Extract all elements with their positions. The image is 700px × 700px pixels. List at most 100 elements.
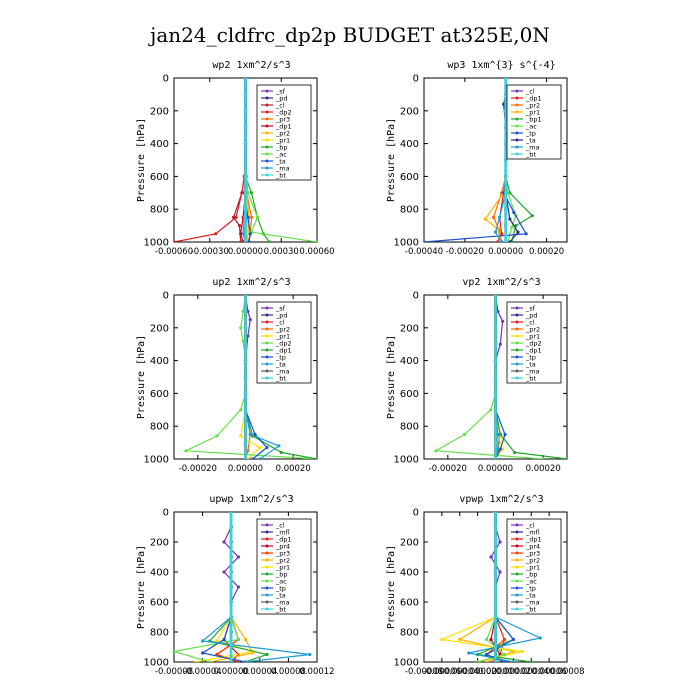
chart-panel-4: upwp 1xm^2/s^3 Pressure [hPa] 0 200 400 600 80… [136,494,335,677]
series-point-tp [424,240,426,242]
series-point-pr1 [246,457,250,459]
legend-entry: _pr3 [275,550,290,558]
legend-marker [515,124,519,128]
legend-entry: _cl [275,102,285,110]
series-point-bt [504,78,508,80]
x-tick-label: 0.00000 [228,464,263,474]
x-tick-label: 0.00004 [514,667,549,677]
panel-title: wp3 1xm^{3} s^{-4} [447,60,555,71]
legend-marker [265,530,269,534]
series-point-ta [508,217,512,221]
x-tick-label: -0.00008 [155,667,193,677]
legend-entry: _tp [525,130,536,138]
series-point-cl [237,224,242,228]
series-point-bt [493,342,498,346]
legend-marker [265,306,269,310]
legend-entry: _pr2 [275,557,290,565]
series-point-bt [504,125,508,129]
series-point-pr2 [246,449,250,453]
series-point-pr4 [489,637,493,642]
panel-title: wp2 1xm^2/s^3 [212,60,290,71]
series-point-ac [476,660,480,662]
series-point-ta [516,230,520,234]
legend-marker [265,593,269,597]
legend-entry: _pr2 [275,326,290,334]
series-point-ac [236,637,240,642]
series-point-bt [504,191,508,195]
legend-marker [265,558,269,562]
legend-entry: _cl [275,319,285,327]
y-tick-label: 400 [400,356,419,367]
x-tick-label: 0.00000 [228,247,263,257]
series-point-tp [251,457,255,459]
legend-marker [265,131,269,135]
legend-marker [515,537,519,541]
x-tick-label: -0.00020 [429,464,467,474]
series-point-ta [247,240,251,242]
series-point-pr3 [249,215,254,219]
legend-marker [265,341,269,345]
series-point-bt [243,391,248,395]
series-point-cl [498,540,502,544]
y-axis-label: Pressure [hPa] [136,118,147,202]
series-point-bt [243,309,248,313]
legend-entry: _bt [525,606,536,614]
legend-entry: _pr1 [275,137,290,145]
legend-entry: _dp1 [525,95,542,103]
series-point-bt [229,630,233,634]
y-tick-label: 0 [163,291,169,302]
series-point-bt [493,540,498,544]
legend-marker [265,572,269,576]
legend-entry: _cl [525,88,535,96]
legend-marker [515,607,519,611]
legend-entry: _ta [275,592,286,600]
legend-marker [515,355,519,359]
series-point-bt [243,142,248,146]
series-group [174,78,317,242]
series-point-dp2 [541,457,545,459]
y-tick-label: 400 [400,139,419,150]
chart-panel-3: vp2 1xm^2/s^3 Pressure [hPa] 0 200 400 600 800… [386,277,568,474]
chart-panel-5: vpwp 1xm^2/s^3 Pressure [hPa] 0 200 400 600 80… [386,494,585,677]
legend-entry: _dp2 [525,340,542,348]
series-point-dp2 [234,215,238,219]
series-point-tp [222,637,226,642]
series-point-bt [243,240,248,242]
legend-entry: _pr3 [525,550,540,558]
y-tick-label: 0 [163,74,169,85]
legend-entry: _dp1 [525,536,542,544]
series-point-bt [493,309,498,313]
series-point-sf [498,342,502,346]
series-point-bt [243,375,248,379]
legend-marker [515,145,519,149]
series-point-sf [496,309,500,313]
series-point-ac [174,649,176,654]
series-group [439,512,543,662]
y-tick-label: 800 [150,205,169,216]
legend-entry: _bt [525,375,536,383]
series-point-pr2 [484,660,489,662]
legend-marker [515,362,519,366]
series-point-bt [493,570,498,574]
legend-entry: _ta [525,361,536,369]
y-tick-label: 1000 [394,455,419,466]
legend-marker [515,138,519,142]
legend-entry: _sf [525,305,536,313]
series-point-bt [493,645,498,649]
series-point-ac [510,225,514,229]
legend-marker [265,355,269,359]
series-point-bt [504,207,508,211]
series-point-bt [493,424,498,428]
y-tick-label: 200 [400,106,419,117]
legend-marker [265,586,269,590]
y-tick-label: 1000 [394,238,419,249]
legend-entry: _ta [275,158,286,166]
series-point-bp1 [514,224,518,228]
y-axis-label: Pressure [hPa] [136,545,147,629]
series-point-tp [512,210,516,215]
legend-marker [515,341,519,345]
series-point-bt [504,109,508,113]
series-point-ac [484,637,489,642]
series-point-bt [493,585,498,589]
